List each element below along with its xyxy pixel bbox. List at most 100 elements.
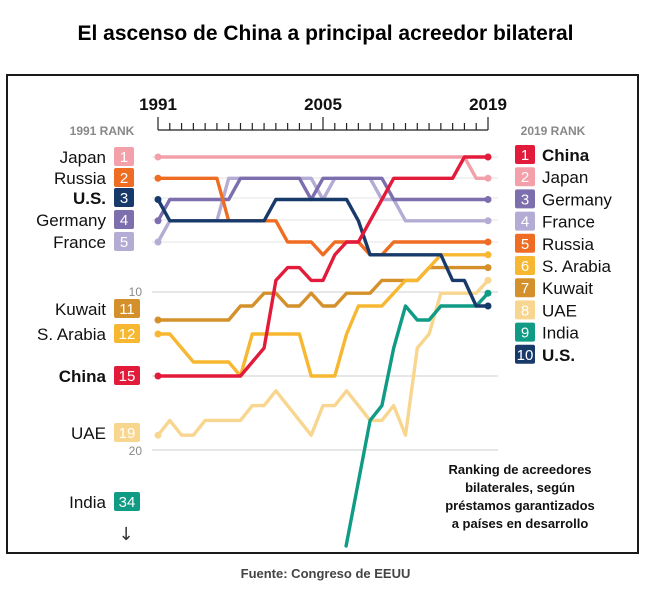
left-rank-badge	[114, 423, 140, 442]
left-rank-number: 3	[120, 190, 128, 207]
source-note: Fuente: Congreso de EEUU	[240, 566, 411, 581]
series-end-dot	[484, 238, 492, 246]
left-rank-badge	[114, 232, 134, 251]
right-label-s-arabia: S. Arabia	[542, 257, 612, 276]
series-start-dot	[154, 372, 162, 380]
right-rank-badge	[515, 278, 535, 298]
right-rank-number: 8	[521, 302, 529, 319]
series-line-france	[156, 176, 490, 244]
left-rank-badge	[114, 168, 134, 187]
right-rank-badge	[515, 211, 535, 231]
right-label-uae: UAE	[542, 301, 577, 320]
rank-axis-label: 20	[129, 444, 143, 458]
right-label-france: France	[542, 213, 595, 232]
left-label-u-s-: U.S.	[73, 189, 106, 208]
right-rank-header: 2019 RANK	[521, 124, 586, 138]
series-end-dot	[484, 264, 492, 272]
left-label-japan: Japan	[60, 148, 106, 167]
series-end-dot	[484, 174, 492, 182]
left-label-india: India	[69, 493, 106, 512]
right-rank-number: 2	[521, 169, 529, 186]
right-rank-badge	[515, 189, 535, 209]
series-start-dot	[154, 217, 162, 225]
series-start-dot	[154, 330, 162, 338]
series-line-india	[344, 291, 490, 548]
series-end-dot	[484, 289, 492, 297]
right-rank-badge	[515, 145, 535, 164]
right-rank-number: 1	[521, 147, 529, 164]
left-label-russia: Russia	[54, 169, 107, 188]
left-label-china: China	[59, 367, 107, 386]
left-label-germany: Germany	[36, 211, 106, 230]
right-rank-badge	[515, 256, 535, 275]
left-rank-badge	[114, 492, 140, 511]
x-tick-label: 2005	[304, 95, 342, 114]
left-rank-number: 34	[119, 494, 136, 511]
right-label-russia: Russia	[542, 235, 595, 254]
series-end-dot	[484, 153, 492, 161]
series-start-dot	[154, 431, 162, 439]
chart-title: El ascenso de China a principal acreedor…	[77, 22, 574, 45]
series-line-china	[156, 155, 490, 378]
annotation-line: bilaterales, según	[465, 480, 575, 495]
rank-axis-label: 10	[129, 285, 143, 299]
left-rank-number: 15	[119, 368, 136, 385]
right-label-japan: Japan	[542, 168, 588, 187]
left-rank-badge	[114, 188, 134, 207]
right-rank-badge	[515, 300, 535, 320]
series-end-dot	[484, 217, 492, 225]
series-start-dot	[154, 153, 162, 161]
left-rank-badge	[114, 366, 140, 385]
series-end-dot	[484, 276, 492, 284]
right-rank-badge	[515, 167, 535, 187]
series-line-germany	[156, 176, 490, 223]
left-rank-number: 12	[119, 326, 136, 343]
series-end-dot	[484, 302, 492, 310]
left-label-kuwait: Kuwait	[55, 300, 106, 319]
right-rank-number: 3	[521, 191, 529, 208]
india-offscale-arrow-icon: ↓	[118, 524, 133, 545]
chart-frame	[6, 74, 639, 554]
series-start-dot	[154, 238, 162, 246]
right-label-kuwait: Kuwait	[542, 279, 593, 298]
left-rank-badge	[114, 299, 140, 318]
series-start-dot	[154, 316, 162, 324]
series-line-russia	[156, 176, 490, 257]
right-rank-number: 10	[517, 347, 534, 364]
series-line-u-s-	[156, 197, 490, 308]
left-rank-number: 19	[119, 425, 136, 442]
left-rank-badge	[114, 324, 140, 343]
annotation-line: Ranking de acreedores	[448, 462, 591, 477]
series-line-uae	[156, 278, 490, 437]
series-line-s-arabia	[156, 253, 490, 378]
right-rank-number: 9	[521, 325, 529, 342]
right-label-india: India	[542, 324, 579, 343]
right-rank-number: 6	[521, 258, 529, 275]
left-rank-number: 4	[120, 212, 128, 229]
x-tick-label: 2019	[469, 95, 507, 114]
left-rank-number: 2	[120, 170, 128, 187]
series-line-japan	[156, 155, 490, 180]
right-label-u-s-: U.S.	[542, 346, 575, 365]
right-rank-badge	[515, 344, 535, 364]
series-start-dot	[154, 196, 162, 203]
right-rank-number: 5	[521, 236, 529, 253]
right-label-china: China	[542, 146, 590, 165]
right-label-germany: Germany	[542, 190, 612, 209]
left-rank-badge	[114, 210, 134, 229]
left-label-france: France	[53, 233, 106, 252]
left-label-uae: UAE	[71, 424, 106, 443]
right-rank-badge	[515, 322, 535, 342]
annotation-line: a países en desarrollo	[452, 516, 589, 531]
series-line-kuwait	[156, 265, 490, 322]
series-end-dot	[484, 196, 492, 203]
right-rank-badge	[515, 233, 535, 253]
left-rank-number: 5	[120, 234, 128, 251]
right-rank-number: 7	[521, 280, 529, 297]
left-rank-number: 1	[120, 149, 128, 166]
series-start-dot	[154, 174, 162, 182]
left-rank-number: 11	[119, 301, 135, 318]
series-end-dot	[484, 251, 492, 259]
x-tick-label: 1991	[139, 95, 177, 114]
